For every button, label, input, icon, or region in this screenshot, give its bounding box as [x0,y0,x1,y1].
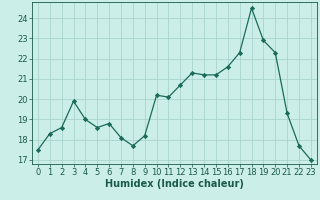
X-axis label: Humidex (Indice chaleur): Humidex (Indice chaleur) [105,179,244,189]
